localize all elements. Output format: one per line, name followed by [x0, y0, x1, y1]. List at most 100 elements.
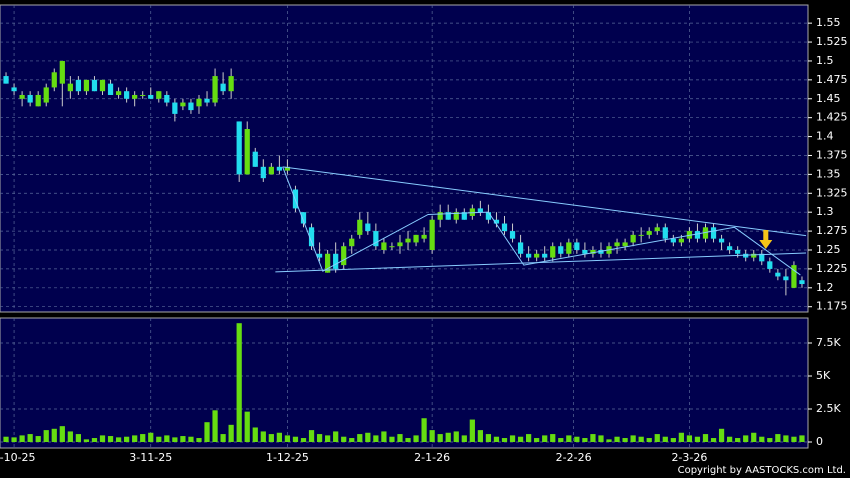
candle-body	[453, 212, 459, 220]
volume-bar	[196, 438, 202, 442]
candle-body	[188, 102, 194, 111]
candle-body	[526, 253, 532, 258]
candle-body	[662, 227, 668, 239]
candle-body	[11, 87, 17, 92]
candle-body	[325, 253, 331, 273]
candle-body	[791, 265, 797, 288]
volume-bar	[148, 432, 154, 442]
volume-bar	[172, 437, 178, 442]
candle-body	[405, 238, 411, 243]
volume-bar	[654, 434, 660, 442]
y-tick-label: 1.45	[816, 92, 841, 105]
volume-bar	[759, 436, 765, 442]
candle-body	[180, 102, 186, 107]
volume-bar	[735, 438, 741, 442]
candle-body	[19, 94, 25, 99]
volume-bar	[99, 435, 106, 442]
candle-body	[284, 166, 291, 171]
candle-body	[140, 94, 146, 96]
volume-bar	[180, 436, 186, 442]
candle-body	[349, 238, 355, 247]
candle-body	[252, 151, 258, 167]
candle-body	[220, 83, 226, 92]
candle-body	[654, 227, 660, 232]
candle-body	[694, 231, 701, 239]
volume-panel	[0, 317, 809, 449]
volume-bar	[550, 434, 556, 442]
volume-bar	[316, 434, 323, 442]
volume-bar	[397, 434, 403, 442]
trendline	[282, 166, 807, 237]
volume-bar	[83, 439, 90, 442]
volume-bar	[670, 438, 676, 442]
candle-body	[389, 246, 395, 248]
candle-body	[91, 79, 98, 92]
x-tick-label: 3-11-25	[129, 451, 172, 464]
candle-body	[775, 272, 781, 277]
volume-bar	[662, 436, 668, 442]
volume-bar	[534, 438, 540, 442]
candle-body	[196, 98, 202, 107]
volume-bar	[646, 438, 652, 442]
y-tick-label: 1.3	[816, 205, 834, 218]
candle-body	[614, 242, 620, 247]
volume-bar	[630, 435, 636, 442]
candle-body	[429, 219, 435, 250]
volume-bar	[501, 438, 508, 442]
candle-body	[630, 234, 636, 243]
volume-bar	[373, 435, 379, 442]
volume-bar	[686, 435, 693, 442]
candle-body	[365, 223, 371, 232]
volume-bar	[558, 438, 564, 442]
volume-bar	[156, 436, 162, 442]
volume-bar	[767, 438, 773, 442]
y-tick-label: 5K	[816, 369, 831, 382]
candle-body	[308, 227, 315, 247]
candle-body	[509, 231, 516, 239]
volume-bar	[437, 434, 443, 442]
volume-bar	[461, 435, 467, 442]
price-panel	[0, 4, 809, 313]
volume-bar	[19, 435, 25, 442]
volume-bar	[341, 436, 347, 442]
candle-body	[357, 219, 363, 235]
volume-bar	[678, 432, 684, 442]
volume-bar	[252, 427, 258, 442]
volume-bar	[43, 430, 49, 442]
candle-body	[148, 94, 154, 99]
y-tick-label: 1.475	[816, 73, 848, 86]
volume-bar	[598, 435, 604, 442]
volume-bar	[59, 426, 65, 442]
y-tick-label: 1.175	[816, 300, 848, 313]
candle-body	[67, 83, 73, 92]
volume-bar	[509, 435, 516, 442]
volume-bar	[292, 436, 299, 442]
volume-bar	[469, 419, 475, 442]
volume-bar	[132, 435, 138, 442]
y-tick-label: 1.5	[816, 54, 834, 67]
candle-body	[333, 253, 339, 269]
candle-body	[124, 91, 130, 99]
volume-bar	[124, 436, 130, 442]
volume-bar	[783, 435, 789, 442]
x-tick-label: 2-2-26	[556, 451, 592, 464]
candle-body	[35, 94, 41, 107]
volume-bar	[702, 434, 709, 442]
candle-body	[228, 76, 234, 92]
candle-body	[421, 234, 427, 239]
volume-bar	[493, 436, 500, 442]
trendline	[282, 166, 801, 276]
volume-bar	[743, 435, 749, 442]
candle-body	[726, 246, 733, 250]
y-tick-label: 1.325	[816, 186, 848, 199]
volume-bar	[333, 431, 339, 442]
candle-body	[156, 91, 162, 99]
volume-bar	[526, 434, 532, 442]
y-tick-label: 1.525	[816, 35, 848, 48]
volume-bar	[590, 434, 596, 442]
volume-bar	[614, 436, 620, 442]
volume-bar	[357, 434, 363, 442]
candle-body	[686, 231, 693, 239]
volume-bar	[276, 432, 282, 442]
volume-bar	[694, 436, 701, 442]
